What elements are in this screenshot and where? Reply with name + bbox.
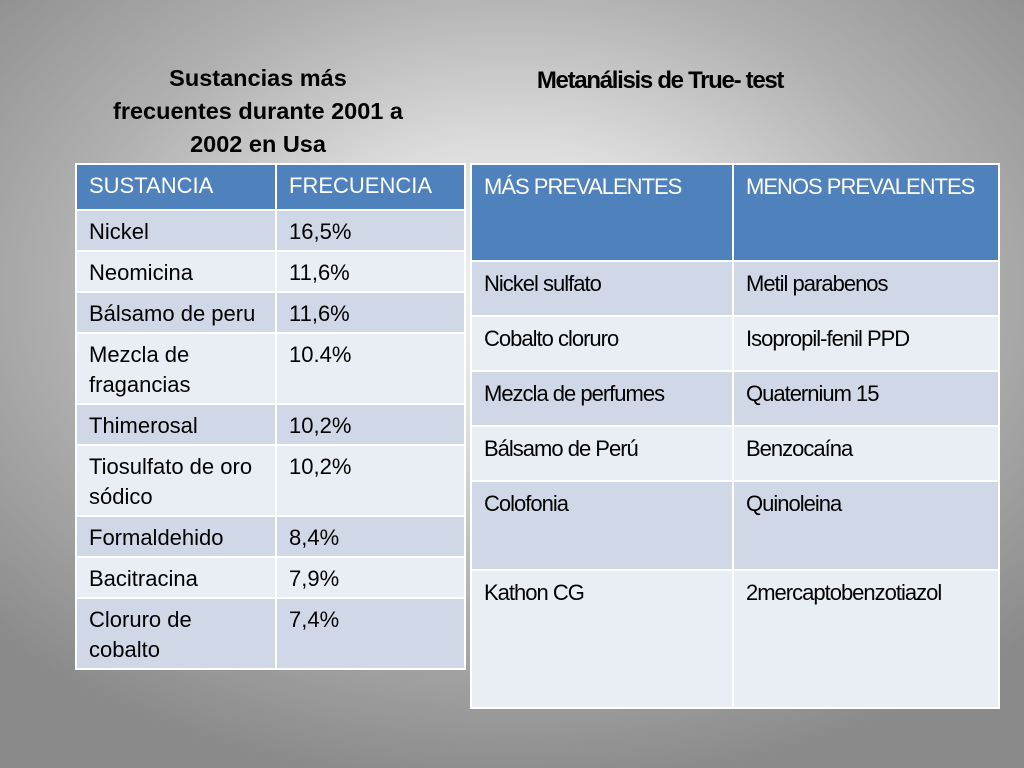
mas-prevalente-cell: Cobalto cloruro [470,315,734,372]
menos-prevalente-cell: Metil parabenos [732,260,1000,317]
menos-prevalente-cell: Benzocaína [732,425,1000,482]
frecuencia-cell: 7,9% [275,556,466,599]
table-row: Formaldehido 8,4% [75,515,466,558]
table-row: Nickel sulfato Metil parabenos [470,260,1000,317]
table-row: Kathon CG 2mercaptobenzotiazol [470,569,1000,709]
frecuencia-cell: 10,2% [275,444,466,517]
frecuencia-cell: 7,4% [275,597,466,670]
frecuencia-cell: 11,6% [275,250,466,293]
frecuencia-cell: 10.4% [275,332,466,405]
sustancia-cell: Neomicina [75,250,277,293]
sustancia-cell: Mezcla de fragancias [75,332,277,405]
table-row: Mezcla de perfumes Quaternium 15 [470,370,1000,427]
substances-frequency-table: SUSTANCIA FRECUENCIA Nickel 16,5% Neomic… [75,163,466,670]
mas-prevalente-cell: Kathon CG [470,569,734,709]
table-row: Mezcla de fragancias 10.4% [75,332,466,405]
menos-prevalente-cell: Quaternium 15 [732,370,1000,427]
table-row: Thimerosal 10,2% [75,403,466,446]
mas-prevalente-cell: Mezcla de perfumes [470,370,734,427]
menos-prevalente-cell: 2mercaptobenzotiazol [732,569,1000,709]
column-header-sustancia: SUSTANCIA [75,163,277,211]
sustancia-cell: Bacitracina [75,556,277,599]
table-row: Neomicina 11,6% [75,250,466,293]
frecuencia-cell: 11,6% [275,291,466,334]
column-header-mas-prevalentes: MÁS PREVALENTES [470,163,734,262]
table-row: Cloruro de cobalto 7,4% [75,597,466,670]
table-row: Bálsamo de Perú Benzocaína [470,425,1000,482]
true-test-prevalence-table: MÁS PREVALENTES MENOS PREVALENTES Nickel… [470,163,1000,709]
menos-prevalente-cell: Isopropil-fenil PPD [732,315,1000,372]
sustancia-cell: Tiosulfato de oro sódico [75,444,277,517]
table-row: Bálsamo de peru 11,6% [75,291,466,334]
sustancia-cell: Nickel [75,209,277,252]
table-header-row: SUSTANCIA FRECUENCIA [75,163,466,211]
table-row: Colofonia Quinoleina [470,480,1000,571]
table-header-row: MÁS PREVALENTES MENOS PREVALENTES [470,163,1000,262]
table-row: Bacitracina 7,9% [75,556,466,599]
mas-prevalente-cell: Nickel sulfato [470,260,734,317]
sustancia-cell: Thimerosal [75,403,277,446]
column-header-frecuencia: FRECUENCIA [275,163,466,211]
menos-prevalente-cell: Quinoleina [732,480,1000,571]
frecuencia-cell: 8,4% [275,515,466,558]
column-header-menos-prevalentes: MENOS PREVALENTES [732,163,1000,262]
table-row: Tiosulfato de oro sódico 10,2% [75,444,466,517]
table-row: Nickel 16,5% [75,209,466,252]
frecuencia-cell: 16,5% [275,209,466,252]
left-table-title: Sustancias más frecuentes durante 2001 a… [113,65,403,157]
mas-prevalente-cell: Colofonia [470,480,734,571]
right-table-title: Metanálisis de True- test [536,67,785,94]
sustancia-cell: Bálsamo de peru [75,291,277,334]
mas-prevalente-cell: Bálsamo de Perú [470,425,734,482]
sustancia-cell: Formaldehido [75,515,277,558]
sustancia-cell: Cloruro de cobalto [75,597,277,670]
frecuencia-cell: 10,2% [275,403,466,446]
table-row: Cobalto cloruro Isopropil-fenil PPD [470,315,1000,372]
